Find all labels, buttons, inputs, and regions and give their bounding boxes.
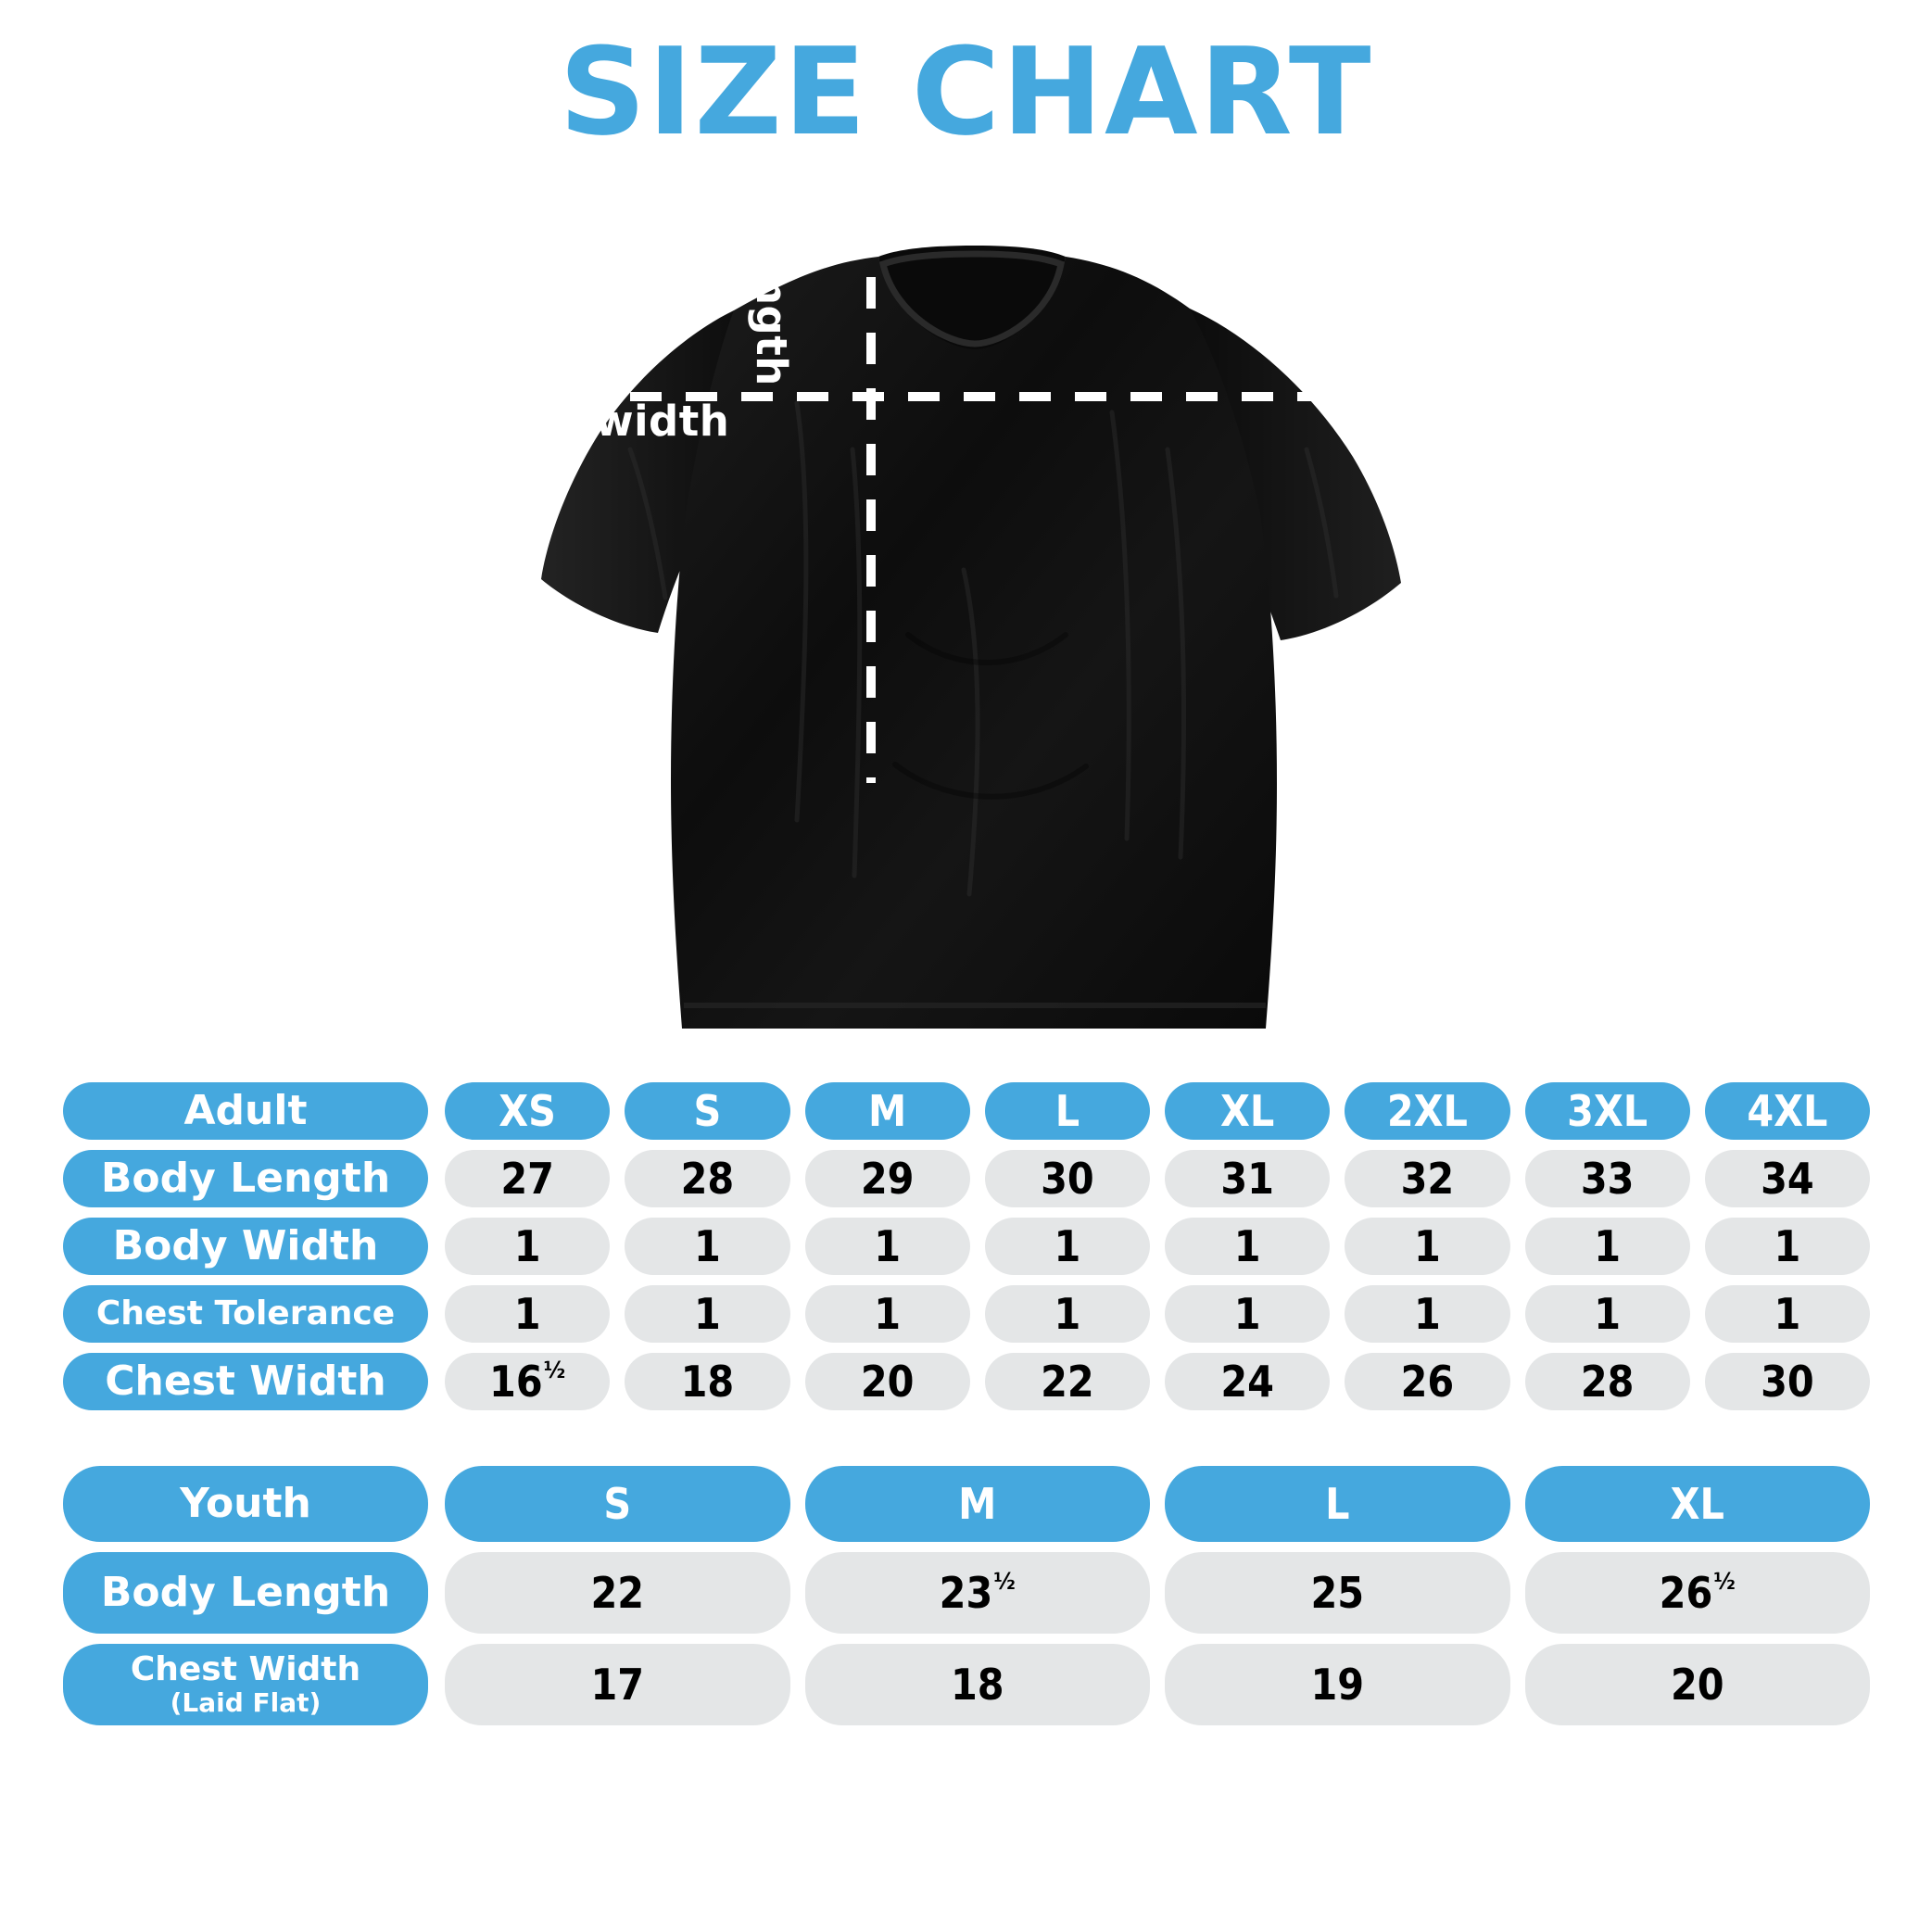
youth-row-label: Chest Width (Laid Flat) [63,1644,428,1725]
adult-col-3xl: 3XL [1524,1082,1690,1140]
table-cell: 1 [1524,1218,1690,1275]
table-cell: 1 [445,1218,611,1275]
adult-col-l: L [984,1082,1150,1140]
youth-header-row: Youth S M L XL [63,1466,1870,1542]
table-cell: 22 [984,1353,1150,1410]
table-cell: 28 [1524,1353,1690,1410]
youth-row-label-text: Body Length [100,1568,391,1616]
adult-row-label: Body Width [63,1218,428,1275]
adult-row-label: Body Length [63,1150,428,1207]
youth-col-s: S [445,1466,790,1542]
table-cell: 23 ½ [804,1552,1150,1634]
adult-row-label-text: Chest Tolerance [95,1294,396,1333]
youth-row-chest-width: Chest Width (Laid Flat) 17 18 19 20 [63,1644,1870,1725]
table-cell: 1 [445,1285,611,1343]
table-cell: 18 [625,1353,790,1410]
adult-row-label-text: Body Length [100,1154,391,1202]
tshirt-illustration: width length [519,171,1413,1047]
youth-row-label-subtext: (Laid Flat) [170,1687,322,1719]
table-cell: 31 [1165,1150,1331,1207]
youth-header-label: Youth [63,1466,428,1542]
table-cell: 20 [804,1353,970,1410]
table-cell: 1 [1345,1218,1510,1275]
page-title: SIZE CHART [559,21,1373,162]
adult-row-label-text: Body Width [112,1221,379,1269]
table-cell: 32 [1345,1150,1510,1207]
youth-row-label-text: Chest Width [130,1650,361,1689]
adult-header-label: Adult [63,1082,428,1140]
adult-col-m: M [804,1082,970,1140]
size-tables: Adult XS S M L XL 2XL 3XL 4XL Body Lengt… [63,1082,1870,1725]
table-cell: 1 [1345,1285,1510,1343]
table-cell: 19 [1165,1644,1510,1725]
adult-row-chest-width: Chest Width 16 ½ 18 20 22 24 26 28 30 [63,1353,1870,1410]
youth-col-m: M [804,1466,1150,1542]
adult-col-s: S [625,1082,790,1140]
adult-row-body-length: Body Length 27 28 29 30 31 32 33 34 [63,1150,1870,1207]
table-cell: 1 [804,1218,970,1275]
adult-row-body-width: Body Width 1 1 1 1 1 1 1 1 [63,1218,1870,1275]
table-cell: 1 [625,1218,790,1275]
table-cell: 1 [625,1285,790,1343]
table-cell: 20 [1524,1644,1870,1725]
adult-col-xs: XS [445,1082,611,1140]
table-cell: 1 [1165,1218,1331,1275]
youth-size-table: Youth S M L XL Body Length 22 23 ½ 25 26 ½… [63,1466,1870,1725]
youth-header-label-text: Youth [180,1479,311,1527]
youth-col-xl: XL [1524,1466,1870,1542]
table-cell: 16 ½ [445,1353,611,1410]
adult-col-2xl: 2XL [1345,1082,1510,1140]
table-cell: 26 ½ [1524,1552,1870,1634]
youth-col-l: L [1165,1466,1510,1542]
adult-row-label-text: Chest Width [105,1357,386,1405]
adult-row-chest-tolerance: Chest Tolerance 1 1 1 1 1 1 1 1 [63,1285,1870,1343]
youth-row-label: Body Length [63,1552,428,1634]
table-cell: 17 [445,1644,790,1725]
table-cell: 1 [1165,1285,1331,1343]
table-separator [63,1410,1870,1466]
table-cell: 29 [804,1150,970,1207]
adult-header-label-text: Adult [183,1086,308,1134]
adult-row-label: Chest Tolerance [63,1285,428,1343]
adult-size-table: Adult XS S M L XL 2XL 3XL 4XL Body Lengt… [63,1082,1870,1410]
table-cell: 27 [445,1150,611,1207]
table-cell: 28 [625,1150,790,1207]
table-cell: 26 [1345,1353,1510,1410]
table-cell: 24 [1165,1353,1331,1410]
table-cell: 1 [984,1285,1150,1343]
length-measure-label: length [747,232,796,386]
adult-row-label: Chest Width [63,1353,428,1410]
table-cell: 22 [445,1552,790,1634]
table-cell: 18 [804,1644,1150,1725]
table-cell: 33 [1524,1150,1690,1207]
adult-header-row: Adult XS S M L XL 2XL 3XL 4XL [63,1082,1870,1140]
table-cell: 1 [1704,1218,1870,1275]
table-cell: 1 [1704,1285,1870,1343]
width-measure-label: width [595,397,730,446]
adult-col-4xl: 4XL [1704,1082,1870,1140]
table-cell: 25 [1165,1552,1510,1634]
youth-row-body-length: Body Length 22 23 ½ 25 26 ½ [63,1552,1870,1634]
tshirt-icon [541,171,1401,1029]
table-cell: 1 [984,1218,1150,1275]
table-cell: 34 [1704,1150,1870,1207]
table-cell: 1 [804,1285,970,1343]
table-cell: 30 [1704,1353,1870,1410]
table-cell: 1 [1524,1285,1690,1343]
table-cell: 30 [984,1150,1150,1207]
adult-col-xl: XL [1165,1082,1331,1140]
